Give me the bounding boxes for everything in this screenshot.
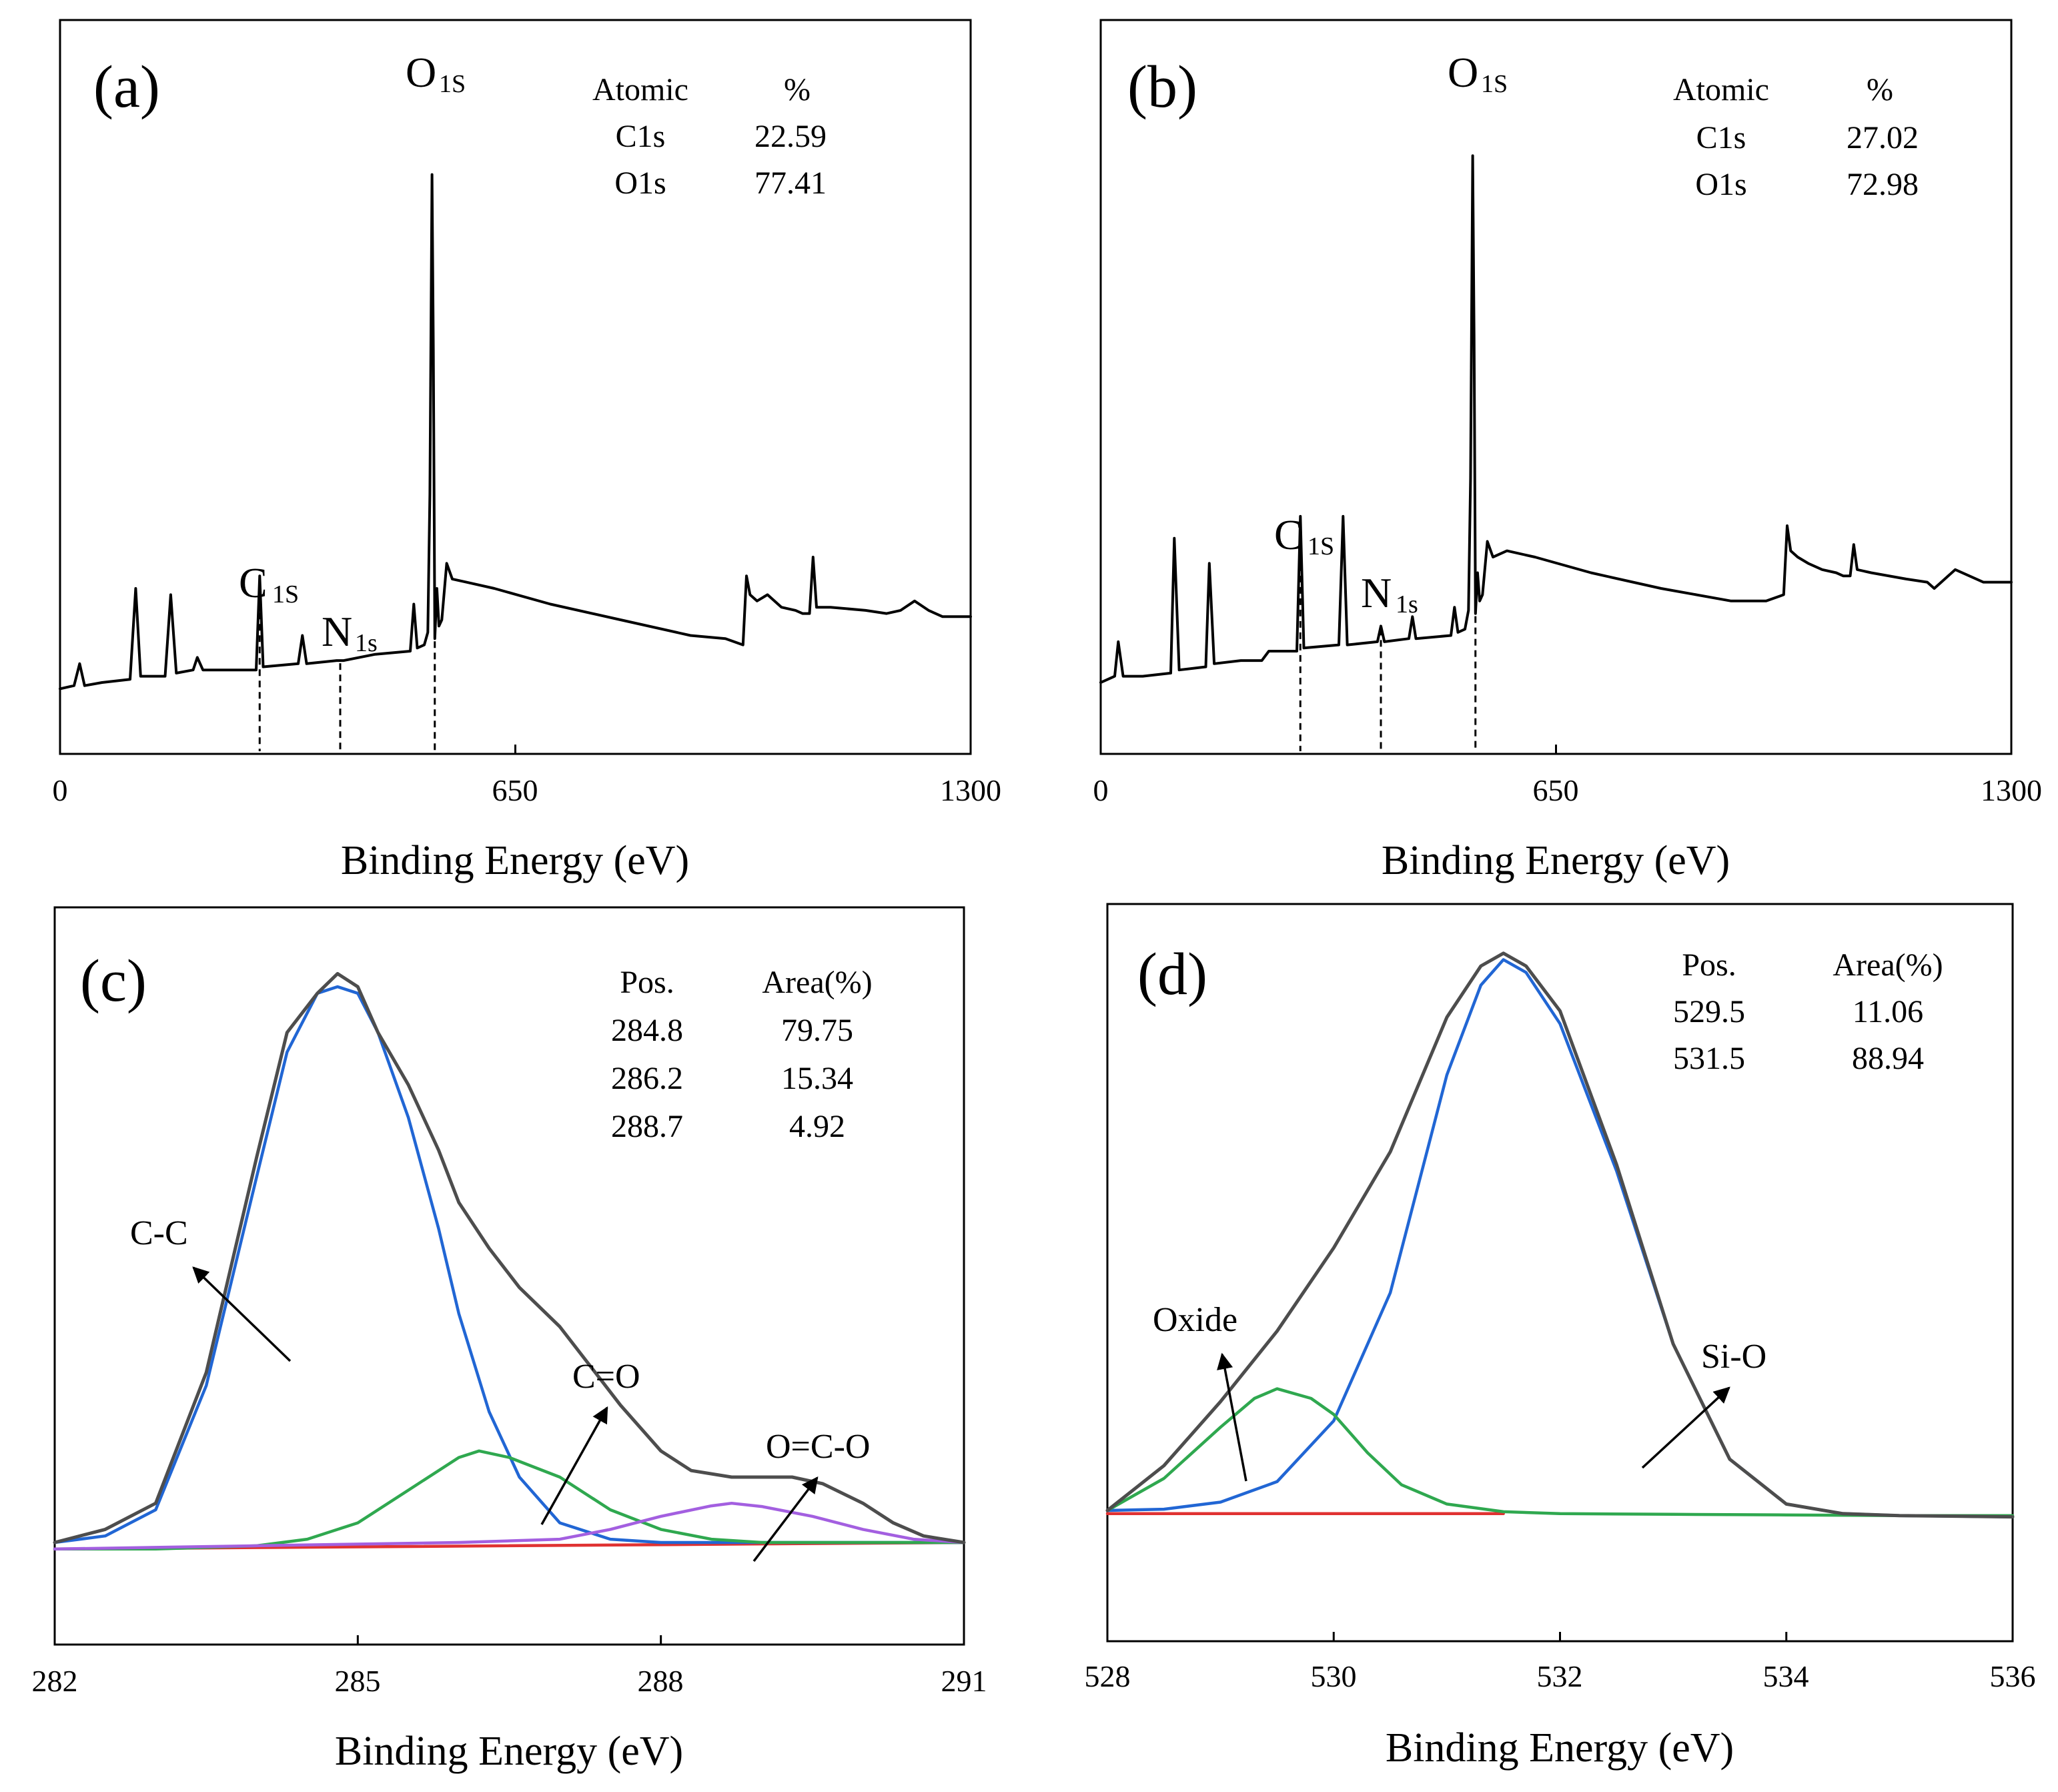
peak-label-sub: 1S [272,580,299,608]
panel-label: (d) [1137,941,1207,1007]
peak-label-main: C [1274,511,1303,558]
table-cell: O1s [1695,167,1746,202]
x-tick-label: 650 [492,773,538,807]
table-header-1: Pos. [1682,947,1736,983]
x-axis-title: Binding Energy (eV) [335,1729,683,1774]
series-line-survey [1099,154,2013,684]
annotation-oxide: Oxide [1153,1301,1237,1339]
series-line-c-c [53,985,966,1544]
table-cell: 286.2 [611,1061,683,1096]
annotation-si-o: Si-O [1701,1338,1766,1376]
table-cell: 72.98 [1847,167,1919,202]
peak-label-c1s: C 1S [239,559,299,608]
x-tick-label: 528 [1085,1659,1131,1693]
peak-label-c1s: C 1S [1274,511,1334,560]
series-line-o-c-o [53,1501,966,1551]
annotation-o-c-o: O=C-O [766,1428,870,1466]
table-cell: 22.59 [754,119,827,154]
annotation-c-c: C-C [130,1214,188,1252]
peak-label-main: N [322,608,352,655]
series-line-survey [59,173,972,691]
atomic-table: Atomic % C1s 22.59 O1s 77.41 [592,72,827,201]
plot-frame [59,19,972,755]
table-cell: 284.8 [611,1013,683,1048]
peak-label-n1s: N 1s [322,608,378,657]
table-cell: 15.34 [781,1061,853,1096]
x-axis-title: Binding Energy (eV) [1382,838,1730,883]
peak-label-sub: 1S [439,70,466,98]
peak-label-sub: 1S [1308,532,1334,560]
table-cell: 4.92 [789,1109,845,1144]
table-cell: O1s [614,165,666,201]
peak-label-sub: 1S [1481,70,1508,98]
peak-label-sub: 1s [1396,590,1418,618]
panel-a: (a) Atomic % C1s 22.59 O1s 77.41 O 1S C … [53,19,1001,883]
peak-label-sub: 1s [355,629,378,657]
table-header-1: Pos. [620,965,674,1000]
x-tick-label: 534 [1763,1659,1809,1693]
table-header-2: % [784,72,811,107]
panel-label: (c) [80,948,147,1014]
chart-survey-b [1099,154,2013,754]
table-cell: 288.7 [611,1109,683,1144]
table-cell: 77.41 [754,165,827,201]
table-header-1: Atomic [592,72,688,107]
peak-label-o1s: O 1S [406,49,466,98]
table-cell: C1s [1696,120,1746,155]
annotation-arrow [540,1406,608,1525]
annotation-arrow [192,1266,292,1362]
panel-d: (d) Pos. Area(%) 529.5 11.06 531.5 88.94… [1085,903,2036,1771]
x-tick-label: 288 [638,1664,684,1698]
peak-label-main: C [239,559,268,606]
table-cell: 11.06 [1853,994,1923,1029]
peak-label-n1s: N 1s [1361,569,1418,618]
x-tick-label: 285 [335,1664,381,1698]
peak-label-o1s: O 1S [1448,49,1508,98]
panel-b: (b) Atomic % C1s 27.02 O1s 72.98 O 1S C … [1093,19,2042,883]
table-header-2: Area(%) [762,965,872,1000]
x-tick-label: 282 [32,1664,78,1698]
chart-survey-a [59,173,972,754]
annotation-arrow [1217,1352,1247,1482]
annotation-arrow [752,1476,819,1562]
panel-label: (b) [1127,54,1197,120]
plot-frame [53,906,965,1646]
x-tick-label: 532 [1537,1659,1583,1693]
table-cell: 529.5 [1673,994,1745,1029]
x-tick-label: 0 [1093,773,1109,807]
series-line-c-o [53,1449,966,1551]
fit-table: Pos. Area(%) 529.5 11.06 531.5 88.94 [1673,947,1943,1076]
atomic-table: Atomic % C1s 27.02 O1s 72.98 [1673,72,1919,202]
x-tick-label: 1300 [1981,773,2042,807]
panel-c: (c) Pos. Area(%) 284.8 79.75 286.2 15.34… [32,906,987,1774]
x-axis-title: Binding Energy (eV) [1386,1725,1734,1771]
table-cell: 88.94 [1852,1041,1924,1076]
peak-label-main: N [1361,569,1392,616]
x-tick-label: 291 [941,1664,987,1698]
table-header-2: Area(%) [1833,947,1943,983]
chart-o1s [1105,951,2015,1641]
series-line-envelope [1105,951,2015,1519]
peak-label-main: O [406,49,436,96]
x-tick-label: 650 [1533,773,1579,807]
annotation-c-o: C=O [572,1358,640,1396]
fit-table: Pos. Area(%) 284.8 79.75 286.2 15.34 288… [611,965,873,1144]
table-header-1: Atomic [1673,72,1769,107]
x-tick-label: 0 [53,773,68,807]
annotation-arrow [1641,1386,1730,1469]
table-header-2: % [1867,72,1893,107]
table-cell: 27.02 [1847,120,1919,155]
panel-label: (a) [93,54,160,120]
table-cell: 531.5 [1673,1041,1745,1076]
x-axis-title: Binding Energy (eV) [341,838,689,883]
x-tick-label: 1300 [940,773,1001,807]
table-cell: C1s [616,119,666,154]
x-tick-label: 530 [1311,1659,1357,1693]
series-line-oxide [1105,1387,2015,1517]
x-tick-label: 536 [1990,1659,2036,1693]
table-cell: 79.75 [781,1013,853,1048]
peak-label-main: O [1448,49,1478,96]
